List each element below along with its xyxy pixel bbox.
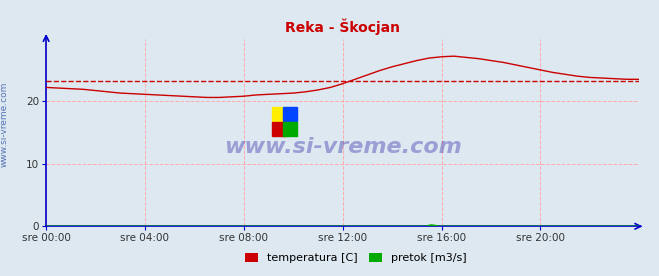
- Legend: temperatura [C], pretok [m3/s]: temperatura [C], pretok [m3/s]: [241, 249, 471, 268]
- Title: Reka - Škocjan: Reka - Škocjan: [285, 18, 400, 35]
- Text: www.si-vreme.com: www.si-vreme.com: [0, 81, 9, 167]
- Text: www.si-vreme.com: www.si-vreme.com: [224, 137, 461, 158]
